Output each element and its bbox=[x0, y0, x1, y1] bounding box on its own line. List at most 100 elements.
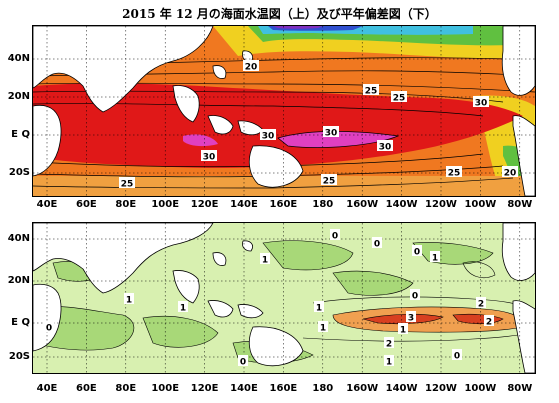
longitude-label: 160E bbox=[269, 199, 298, 210]
contour-label: 1 bbox=[316, 304, 322, 314]
latitude-label: 20S bbox=[8, 167, 30, 178]
contour-label-bg bbox=[44, 321, 54, 332]
contour-label: 20 bbox=[245, 63, 258, 73]
longitude-label: 180 bbox=[312, 383, 334, 394]
contour-label: 1 bbox=[432, 254, 438, 264]
contour-label-bg bbox=[502, 166, 518, 177]
contour-label: 30 bbox=[475, 99, 488, 109]
longitude-label: 140E bbox=[230, 199, 258, 210]
anomaly-gridlines bbox=[33, 223, 535, 373]
contour-label-bg bbox=[430, 251, 440, 262]
contour-label: 1 bbox=[180, 304, 186, 314]
longitude-label: 100E bbox=[151, 383, 180, 394]
contour-label-bg bbox=[410, 289, 420, 300]
contour-label-bg bbox=[412, 245, 422, 256]
longitude-label: 60E bbox=[76, 199, 97, 210]
longitude-label: 160E bbox=[269, 383, 298, 394]
contour-label-bg bbox=[398, 323, 408, 334]
contour-label-bg bbox=[321, 174, 337, 185]
longitude-label: 80E bbox=[115, 199, 137, 210]
contour-label: 30 bbox=[262, 132, 275, 142]
longitude-label: 120W bbox=[425, 199, 457, 210]
contour-label-bg bbox=[201, 150, 217, 161]
contour-label: 25 bbox=[121, 180, 134, 190]
latitude-label: E Q bbox=[11, 317, 30, 328]
contour-label: 25 bbox=[393, 94, 406, 104]
contour-label-bg bbox=[476, 297, 486, 308]
latitude-label: 40N bbox=[7, 233, 30, 244]
contour-label: 1 bbox=[386, 358, 392, 368]
contour-label-bg bbox=[391, 91, 407, 102]
contour-label: 2 bbox=[478, 300, 484, 310]
contour-label: 1 bbox=[320, 324, 326, 334]
longitude-label: 180 bbox=[312, 199, 334, 210]
longitude-label: 120E bbox=[190, 199, 219, 210]
contour-label: 1 bbox=[126, 296, 132, 306]
sst-gridlines bbox=[33, 26, 535, 196]
longitude-label: 60E bbox=[76, 383, 97, 394]
contour-label-bg bbox=[484, 315, 494, 326]
contour-label-bg bbox=[238, 355, 248, 366]
contour-label: 25 bbox=[323, 177, 336, 187]
contour-label-bg bbox=[260, 253, 270, 264]
contour-label-bg bbox=[384, 337, 394, 348]
contour-label: 3 bbox=[408, 314, 414, 324]
contour-label-bg bbox=[384, 355, 394, 366]
contour-label: 1 bbox=[400, 326, 406, 336]
longitude-label: 140W bbox=[385, 383, 418, 394]
latitude-label: 20S bbox=[8, 351, 30, 362]
contour-label: 30 bbox=[203, 153, 216, 163]
contour-label-bg bbox=[473, 96, 489, 107]
sst-map-panel: 20 25 25 30 30 30 30 30 25 25 25 20 bbox=[32, 25, 536, 197]
contour-label-bg bbox=[452, 349, 462, 360]
latitude-label: 40N bbox=[7, 53, 30, 64]
contour-label: 2 bbox=[386, 340, 392, 350]
sst-land bbox=[33, 26, 535, 196]
contour-label: 1 bbox=[262, 256, 268, 266]
contour-label-bg bbox=[330, 229, 340, 240]
longitude-label: 100W bbox=[464, 383, 497, 394]
anomaly-land bbox=[33, 223, 535, 373]
contour-label: 0 bbox=[414, 248, 420, 258]
sst-band-purple bbox=[273, 26, 323, 29]
contour-label: 0 bbox=[240, 358, 246, 368]
longitude-label: 80W bbox=[507, 199, 533, 210]
contour-label: 0 bbox=[46, 324, 52, 334]
contour-label-bg bbox=[406, 311, 416, 322]
longitude-label: 100W bbox=[464, 199, 497, 210]
longitude-label: 140E bbox=[230, 383, 258, 394]
contour-label-bg bbox=[377, 140, 393, 151]
sst-contour-labels: 20 25 25 30 30 30 30 30 25 25 25 20 bbox=[119, 60, 518, 190]
contour-label: 30 bbox=[379, 143, 392, 153]
contour-label-bg bbox=[372, 237, 382, 248]
contour-label-bg bbox=[178, 301, 188, 312]
longitude-label: 120E bbox=[190, 383, 219, 394]
contour-label-bg bbox=[446, 166, 462, 177]
contour-label-bg bbox=[124, 293, 134, 304]
contour-label: 0 bbox=[332, 232, 338, 242]
contour-label: 2 bbox=[486, 318, 492, 328]
longitude-label: 100E bbox=[151, 199, 180, 210]
sst-map: 20 25 25 30 30 30 30 30 25 25 25 20 bbox=[33, 26, 535, 196]
longitude-label: 40E bbox=[36, 383, 58, 394]
longitude-label: 80W bbox=[507, 383, 533, 394]
contour-label-bg bbox=[363, 84, 379, 95]
contour-label: 25 bbox=[365, 87, 378, 97]
longitude-label: 160W bbox=[346, 199, 379, 210]
sst-hot-core-west bbox=[183, 134, 218, 147]
latitude-label: 20N bbox=[7, 275, 30, 286]
contour-label: 30 bbox=[325, 129, 338, 139]
longitude-label: 140W bbox=[385, 199, 418, 210]
contour-label-bg bbox=[243, 60, 259, 71]
contour-label-bg bbox=[323, 126, 339, 137]
latitude-label: 20N bbox=[7, 91, 30, 102]
longitude-label: 120W bbox=[425, 383, 457, 394]
contour-label: 0 bbox=[374, 240, 380, 250]
longitude-label: 40E bbox=[36, 199, 58, 210]
contour-label: 25 bbox=[448, 169, 461, 179]
map-title: 2015 年 12 月の海面水温図（上）及び平年偏差図（下） bbox=[122, 7, 437, 21]
contour-label: 20 bbox=[504, 169, 517, 179]
